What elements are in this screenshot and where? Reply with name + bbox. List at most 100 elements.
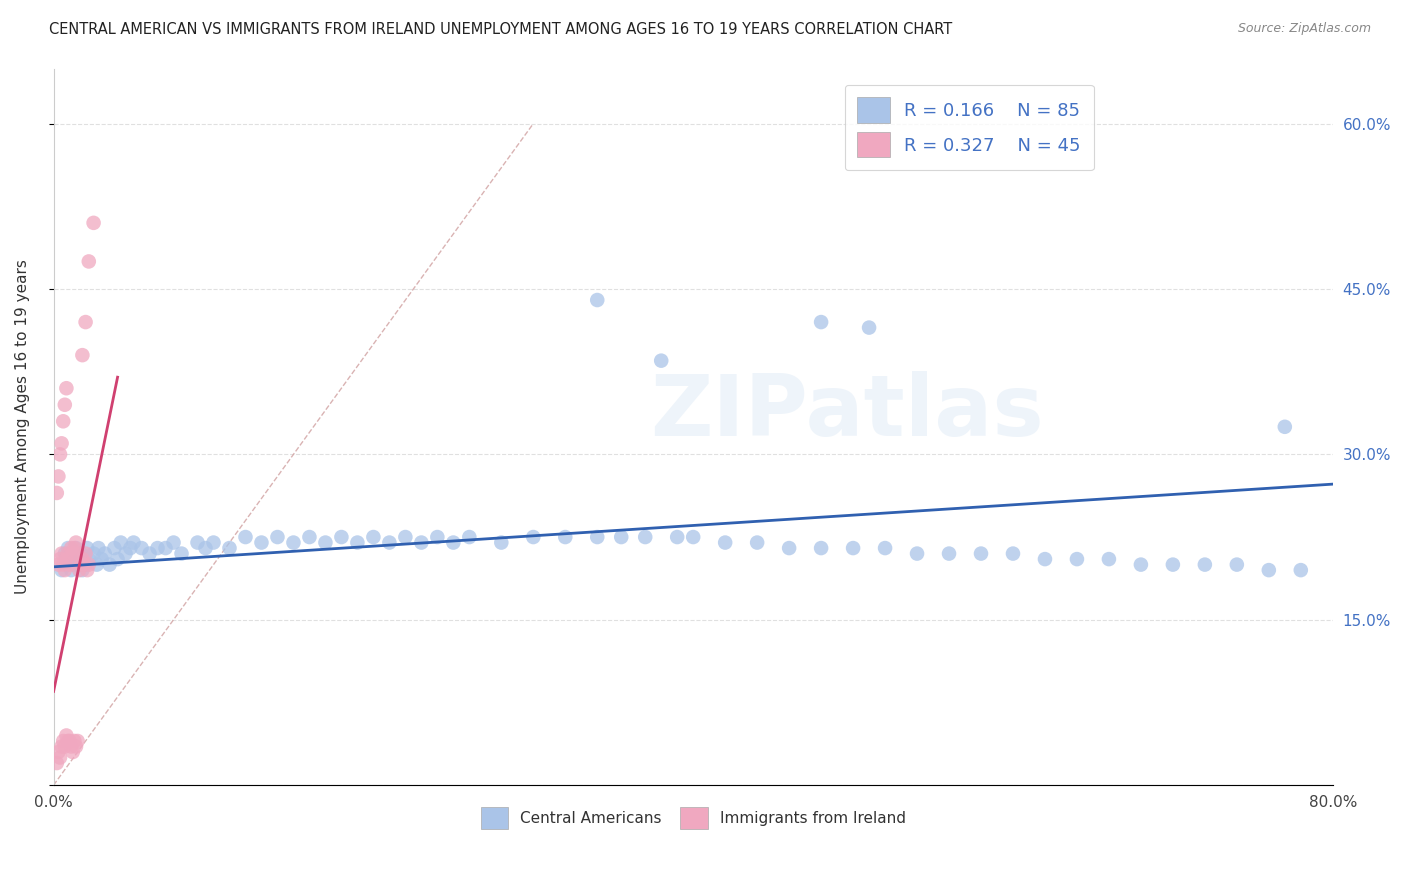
Point: [120, 541, 142, 555]
Point: [873, 541, 896, 555]
Point: [146, 541, 169, 555]
Point: [48, 558, 70, 572]
Point: [59, 734, 82, 748]
Point: [51, 739, 73, 754]
Point: [1289, 563, 1312, 577]
Point: [610, 530, 633, 544]
Point: [554, 530, 576, 544]
Point: [810, 541, 832, 555]
Point: [60, 563, 83, 577]
Point: [53, 547, 76, 561]
Point: [59, 558, 82, 572]
Text: Source: ZipAtlas.com: Source: ZipAtlas.com: [1237, 22, 1371, 36]
Point: [53, 563, 76, 577]
Point: [66, 547, 89, 561]
Point: [65, 541, 87, 555]
Point: [72, 563, 94, 577]
Text: ZIPatlas: ZIPatlas: [650, 371, 1043, 454]
Point: [250, 535, 273, 549]
Point: [49, 552, 72, 566]
Point: [162, 535, 184, 549]
Point: [65, 739, 87, 754]
Point: [218, 541, 240, 555]
Point: [1161, 558, 1184, 572]
Point: [905, 547, 928, 561]
Point: [75, 558, 97, 572]
Point: [73, 558, 96, 572]
Point: [522, 530, 544, 544]
Legend: Central Americans, Immigrants from Ireland: Central Americans, Immigrants from Irela…: [474, 801, 912, 835]
Point: [346, 535, 368, 549]
Point: [970, 547, 993, 561]
Point: [314, 535, 336, 549]
Y-axis label: Unemployment Among Ages 16 to 19 years: Unemployment Among Ages 16 to 19 years: [15, 260, 30, 594]
Point: [65, 535, 87, 549]
Point: [63, 734, 86, 748]
Point: [363, 530, 385, 544]
Point: [66, 552, 89, 566]
Point: [194, 541, 217, 555]
Point: [94, 547, 117, 561]
Point: [60, 541, 83, 555]
Point: [49, 750, 72, 764]
Point: [83, 216, 105, 230]
Point: [155, 541, 177, 555]
Point: [298, 530, 321, 544]
Point: [83, 547, 105, 561]
Point: [938, 547, 960, 561]
Point: [77, 254, 100, 268]
Point: [62, 547, 84, 561]
Point: [202, 535, 225, 549]
Point: [1257, 563, 1279, 577]
Point: [1066, 552, 1088, 566]
Point: [56, 541, 79, 555]
Point: [48, 469, 70, 483]
Point: [90, 552, 112, 566]
Point: [98, 558, 121, 572]
Point: [682, 530, 704, 544]
Point: [55, 558, 77, 572]
Point: [122, 535, 145, 549]
Point: [666, 530, 689, 544]
Point: [53, 739, 76, 754]
Point: [778, 541, 800, 555]
Point: [138, 547, 160, 561]
Point: [114, 547, 136, 561]
Point: [63, 541, 86, 555]
Point: [1001, 547, 1024, 561]
Point: [55, 381, 77, 395]
Point: [186, 535, 208, 549]
Point: [67, 563, 90, 577]
Point: [235, 530, 257, 544]
Point: [66, 734, 89, 748]
Point: [394, 530, 416, 544]
Point: [75, 547, 97, 561]
Point: [103, 541, 125, 555]
Point: [55, 552, 77, 566]
Point: [858, 320, 880, 334]
Point: [378, 535, 401, 549]
Point: [86, 558, 108, 572]
Point: [714, 535, 737, 549]
Point: [51, 436, 73, 450]
Point: [634, 530, 657, 544]
Point: [131, 541, 153, 555]
Point: [842, 541, 865, 555]
Point: [51, 563, 73, 577]
Point: [650, 353, 672, 368]
Point: [77, 552, 100, 566]
Point: [62, 547, 84, 561]
Point: [810, 315, 832, 329]
Point: [426, 530, 449, 544]
Point: [72, 348, 94, 362]
Point: [45, 756, 67, 770]
Point: [72, 552, 94, 566]
Point: [69, 547, 91, 561]
Point: [63, 558, 86, 572]
Point: [330, 530, 353, 544]
Point: [52, 558, 75, 572]
Point: [69, 558, 91, 572]
Point: [747, 535, 769, 549]
Point: [48, 745, 70, 759]
Point: [1274, 419, 1296, 434]
